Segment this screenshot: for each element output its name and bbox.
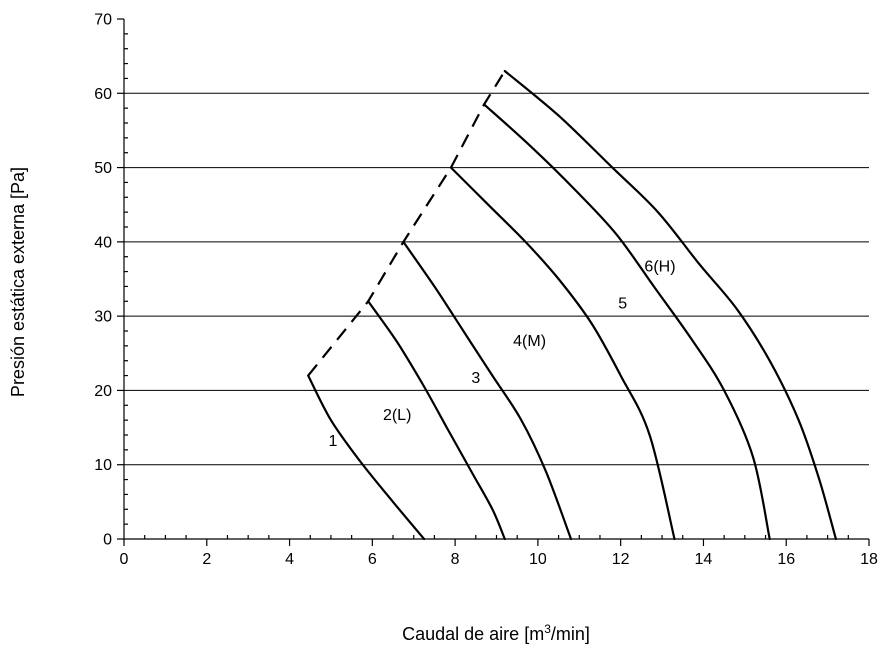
envelope-dashed-line	[307, 70, 506, 377]
x-tick-label: 14	[695, 551, 713, 568]
y-tick-label: 30	[94, 309, 112, 326]
x-tick-label: 0	[120, 551, 129, 568]
x-tick-label: 18	[860, 551, 878, 568]
x-tick-label: 2	[202, 551, 211, 568]
y-tick-label: 70	[94, 12, 112, 29]
x-tick-label: 4	[285, 551, 294, 568]
series-label: 1	[329, 433, 338, 450]
series-lines	[307, 69, 837, 541]
series-labels: 1 2(L) 3 4(M) 5 6(H)	[329, 259, 676, 451]
series-line-2l	[367, 300, 506, 541]
series-line-4m	[449, 166, 676, 541]
series-label: 5	[618, 296, 627, 313]
series-label: 3	[471, 370, 480, 387]
x-tick-label: 10	[529, 551, 547, 568]
y-tick-label: 10	[94, 457, 112, 474]
series-line-1	[307, 374, 426, 541]
axes	[117, 18, 870, 546]
gridlines	[124, 92, 869, 466]
x-tick-label: 16	[777, 551, 795, 568]
envelope-line	[307, 70, 506, 377]
series-line-3	[402, 240, 573, 541]
series-label: 4(M)	[513, 333, 546, 350]
series-label: 6(H)	[644, 259, 675, 276]
y-tick-label: 0	[103, 532, 112, 549]
x-tick-label: 12	[612, 551, 630, 568]
y-axis-title: Presión estática externa [Pa]	[8, 167, 28, 397]
y-tick-labels: 0 10 20 30 40 50 60 70	[94, 12, 112, 549]
y-tick-label: 60	[94, 86, 112, 103]
y-tick-label: 50	[94, 160, 112, 177]
y-tick-label: 20	[94, 383, 112, 400]
x-tick-label: 8	[451, 551, 460, 568]
x-tick-labels: 0 2 4 6 8 10 12 14 16 18	[120, 551, 878, 568]
x-axis-title: Caudal de aire [m3/min]	[402, 622, 590, 644]
series-label: 2(L)	[383, 407, 411, 424]
y-tick-label: 40	[94, 234, 112, 251]
series-line-5	[483, 103, 771, 541]
series-line-6h	[503, 69, 837, 541]
minor-ticks	[124, 33, 849, 539]
x-tick-label: 6	[368, 551, 377, 568]
